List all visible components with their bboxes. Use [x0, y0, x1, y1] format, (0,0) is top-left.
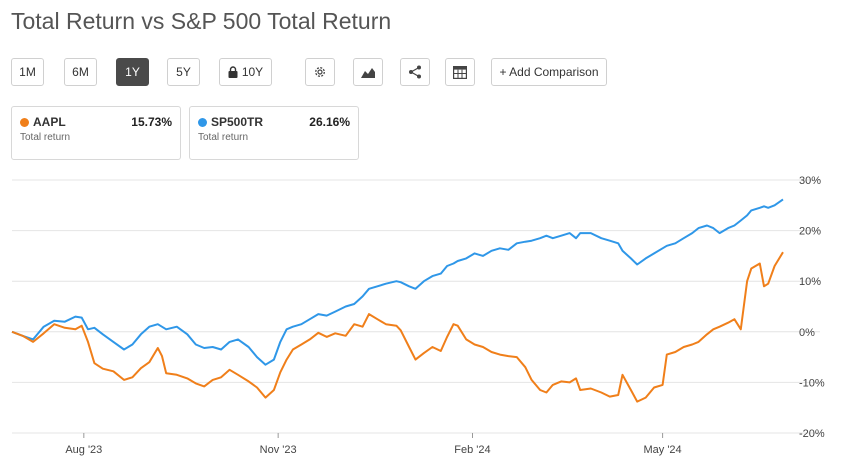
table-view-button[interactable] [445, 58, 475, 86]
total-return-chart[interactable]: Aug '23 Nov '23 Feb '24 May '24 30% 20% 10% 0%… [0, 168, 847, 468]
chart-series [11, 198, 784, 403]
range-10y-label: 10Y [241, 65, 264, 79]
legend-ticker: AAPL [33, 115, 66, 129]
y-tick-label: -10% [799, 377, 825, 389]
table-icon [453, 65, 467, 79]
share-button[interactable] [400, 58, 430, 86]
legend-sublabel: Total return [198, 132, 249, 143]
share-icon [408, 65, 422, 79]
legend-card-sp500tr[interactable]: SP500TR 26.16% Total return [189, 106, 359, 160]
series-color-dot [20, 118, 29, 127]
legend-value: 26.16% [309, 115, 350, 129]
x-tick-label: Feb '24 [454, 444, 490, 456]
series-color-dot [198, 118, 207, 127]
page-title: Total Return vs S&P 500 Total Return [11, 8, 392, 34]
y-tick-label: 30% [799, 175, 821, 187]
x-tick-label: Nov '23 [260, 444, 297, 456]
range-6m-button[interactable]: 6M [64, 58, 97, 86]
legend-value: 15.73% [131, 115, 172, 129]
y-tick-label: 20% [799, 226, 821, 238]
y-axis: 30% 20% 10% 0% -10% -20% [799, 175, 825, 440]
y-tick-label: 0% [799, 327, 815, 339]
legend-ticker: SP500TR [211, 115, 264, 129]
settings-button[interactable] [305, 58, 335, 86]
x-tick-label: May '24 [644, 444, 682, 456]
range-10y-button[interactable]: 10Y [219, 58, 272, 86]
x-tick-label: Aug '23 [65, 444, 102, 456]
series-line-aapl [11, 251, 784, 403]
series-line-sp500tr [11, 198, 784, 366]
range-5y-button[interactable]: 5Y [167, 58, 200, 86]
y-tick-label: -20% [799, 428, 825, 440]
legend-sublabel: Total return [20, 132, 71, 143]
x-axis: Aug '23 Nov '23 Feb '24 May '24 [65, 433, 682, 456]
chart-grid [12, 179, 820, 434]
range-1m-button[interactable]: 1M [11, 58, 44, 86]
range-1y-button[interactable]: 1Y [116, 58, 149, 86]
lock-icon [228, 66, 238, 78]
chart-type-icon [360, 65, 376, 79]
legend-card-aapl[interactable]: AAPL 15.73% Total return [11, 106, 181, 160]
y-tick-label: 10% [799, 276, 821, 288]
chart-type-button[interactable] [353, 58, 383, 86]
gear-icon [313, 65, 327, 79]
add-comparison-button[interactable]: + Add Comparison [491, 58, 607, 86]
